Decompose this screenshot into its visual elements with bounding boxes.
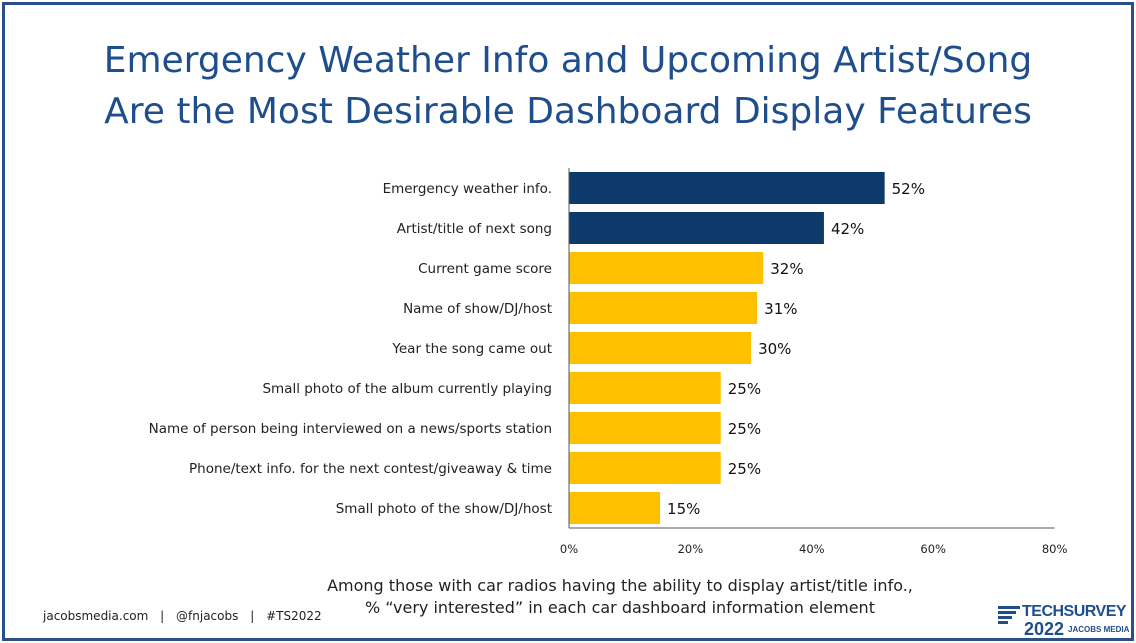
bar-7 [569, 412, 721, 444]
data-label: 31% [764, 300, 797, 318]
footer-hashtag: #TS2022 [266, 609, 322, 623]
logo-name: TECHSURVEY [1022, 603, 1127, 620]
data-label: 25% [728, 460, 761, 478]
bar-1 [569, 172, 885, 204]
bar-8 [569, 452, 721, 484]
category-label: Name of person being interviewed on a ne… [149, 421, 552, 437]
data-label: 52% [892, 180, 925, 198]
chart-title: Emergency Weather Info and Upcoming Arti… [5, 35, 1131, 137]
footer-handle: @fnjacobs [176, 609, 239, 623]
category-label: Small photo of the album currently playi… [262, 381, 552, 397]
logo-stripes-icon [998, 606, 1020, 626]
x-tick-label: 0% [560, 542, 578, 556]
x-tick-label: 40% [799, 542, 825, 556]
caption-line-2: % “very interested” in each car dashboar… [365, 598, 875, 617]
category-label: Phone/text info. for the next contest/gi… [189, 461, 552, 477]
chart-caption: Among those with car radios having the a… [305, 575, 935, 619]
x-tick-label: 20% [678, 542, 704, 556]
bar-9 [569, 492, 661, 524]
category-label: Name of show/DJ/host [403, 301, 552, 317]
bar-5 [569, 332, 752, 364]
data-label: 42% [831, 220, 864, 238]
bar-6 [569, 372, 721, 404]
category-label: Current game score [418, 261, 552, 277]
bar-4 [569, 292, 758, 324]
footer-site: jacobsmedia.com [43, 609, 149, 623]
bar-chart: Emergency weather info. 52% Artist/title o… [149, 168, 1068, 556]
data-label: 25% [728, 380, 761, 398]
category-label: Year the song came out [391, 341, 552, 357]
data-label: 30% [758, 340, 791, 358]
bar-2 [569, 212, 824, 244]
category-label: Emergency weather info. [383, 181, 552, 197]
techsurvey-logo: TECHSURVEY 2022 JACOBS MEDIA [998, 603, 1129, 639]
footer-separator: | [160, 609, 165, 623]
x-tick-label: 60% [920, 542, 946, 556]
caption-line-1: Among those with car radios having the a… [327, 576, 913, 595]
footer-separator: | [250, 609, 255, 623]
category-label: Artist/title of next song [397, 221, 552, 237]
data-label: 15% [667, 500, 700, 518]
logo-brand: JACOBS MEDIA [1068, 625, 1130, 634]
bar-3 [569, 252, 764, 284]
title-line-2: Are the Most Desirable Dashboard Display… [104, 91, 1032, 132]
data-label: 25% [728, 420, 761, 438]
category-label: Small photo of the show/DJ/host [336, 501, 552, 517]
title-line-1: Emergency Weather Info and Upcoming Arti… [103, 40, 1033, 81]
data-label: 32% [770, 260, 803, 278]
footer: jacobsmedia.com | @fnjacobs | #TS2022 [43, 609, 322, 623]
x-tick-label: 80% [1042, 542, 1068, 556]
logo-year: 2022 [1024, 619, 1065, 639]
